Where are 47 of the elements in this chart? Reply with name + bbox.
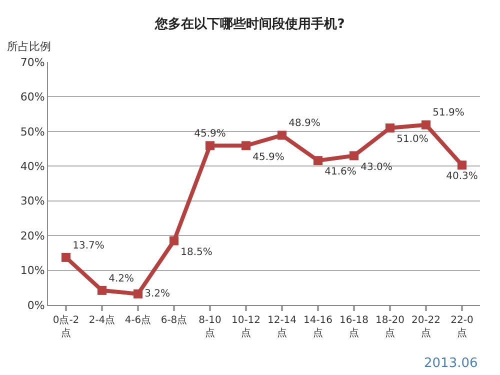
point xyxy=(386,123,394,132)
y-axis-title: 所占比例 xyxy=(7,40,51,53)
x-tick-label: 20-22点 xyxy=(411,315,441,339)
x-tick-label: 10-12点 xyxy=(231,315,261,339)
x-tick-label: 6-8点 xyxy=(160,314,188,326)
point xyxy=(206,141,214,150)
point xyxy=(62,252,70,262)
x-tick-label: 14-16点 xyxy=(303,315,333,339)
y-tick-label: 30% xyxy=(20,194,45,208)
y-tick-label: 70% xyxy=(20,56,45,69)
y-tick-label: 20% xyxy=(20,229,45,242)
x-tick-label: 8-10点 xyxy=(198,315,222,339)
y-tick-label: 40% xyxy=(20,160,45,173)
data-label: 41.6% xyxy=(324,166,356,178)
data-label: 51.0% xyxy=(396,134,428,146)
y-tick-label: 0% xyxy=(27,298,45,312)
y-tick-label: 10% xyxy=(20,264,45,278)
x-tick-label: 2-4点 xyxy=(88,314,116,326)
data-label: 13.7% xyxy=(72,240,104,252)
data-label: 48.9% xyxy=(288,118,320,130)
point xyxy=(314,156,322,166)
point xyxy=(278,130,286,140)
point xyxy=(422,120,430,130)
point xyxy=(458,160,466,170)
y-tick-label: 50% xyxy=(20,125,45,138)
point xyxy=(242,141,250,150)
y-tick-label: 60% xyxy=(20,90,45,104)
x-tick-label: 22-0点 xyxy=(450,315,474,339)
point xyxy=(98,286,106,295)
x-tick-label: 0点-2点 xyxy=(52,314,80,339)
data-label: 45.9% xyxy=(252,152,284,163)
data-label: 51.9% xyxy=(432,108,464,119)
x-tick-label: 4-6点 xyxy=(124,314,152,326)
data-label: 45.9% xyxy=(194,128,226,140)
data-label: 4.2% xyxy=(108,273,134,284)
point xyxy=(350,151,358,160)
x-tick-label: 12-14点 xyxy=(267,315,297,339)
text: 2013.06 xyxy=(424,356,478,371)
point xyxy=(134,289,142,298)
data-label: 40.3% xyxy=(446,171,478,182)
x-tick-label: 18-20点 xyxy=(375,315,405,339)
x-tick-label: 16-18点 xyxy=(339,315,369,339)
chart-title: 您多在以下哪些时间段使用手机? xyxy=(154,16,345,32)
data-label: 18.5% xyxy=(180,246,212,258)
data-label: 3.2% xyxy=(144,288,170,300)
point xyxy=(170,236,178,246)
data-label: 43.0% xyxy=(360,162,392,173)
